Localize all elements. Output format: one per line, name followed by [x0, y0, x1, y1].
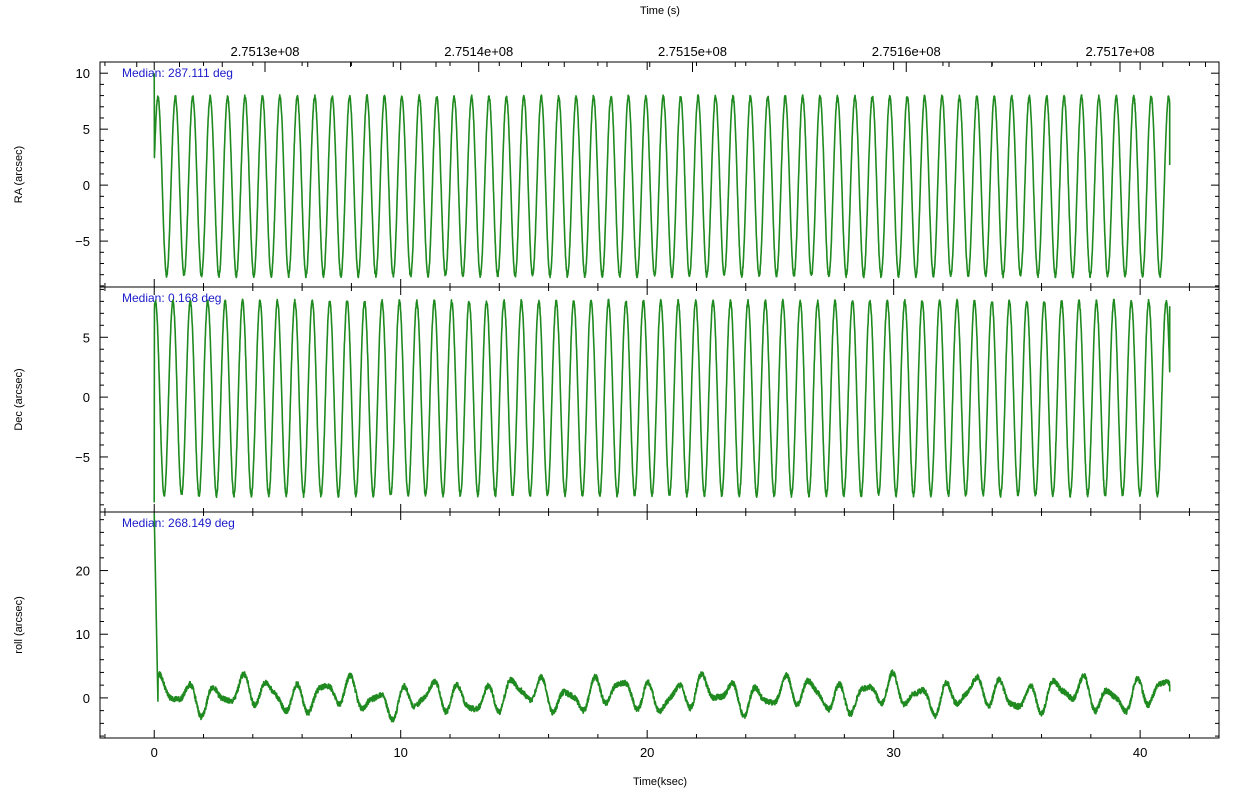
panel-1: −5 0 5 10 RA (arcsec) Median: 287.111 deg: [13, 61, 1220, 288]
panels: −5 0 5 10 RA (arcsec) Median: 287.111 deg −5 0 5…: [13, 61, 1220, 739]
x-tick-label: 20: [640, 745, 654, 760]
x-tick-label: 10: [393, 745, 407, 760]
y-tick-label: 5: [83, 122, 90, 137]
y-tick-label: 10: [76, 66, 90, 81]
panel-frame: [99, 511, 1220, 739]
y-tick-label: 0: [83, 178, 90, 193]
bottom-axis-ticks: 0 10 20 30 40: [151, 745, 1148, 760]
median-label: Median: 268.149 deg: [122, 516, 235, 530]
top-tick-label: 2.7515e+08: [658, 44, 727, 59]
y-axis-title: Dec (arcsec): [13, 368, 25, 430]
y-tick-label: 20: [76, 564, 90, 579]
x-tick-label: 0: [151, 745, 158, 760]
top-axis-title: Time (s): [640, 5, 680, 17]
y-axis-title: roll (arcsec): [13, 596, 25, 653]
y-tick-label: 5: [83, 330, 90, 345]
series-line: [153, 73, 1171, 279]
top-axis-ticks: 2.7513e+08 2.7514e+08 2.7515e+08 2.7516e+08…: [136, 44, 1206, 72]
series-line: [153, 298, 1171, 503]
median-label: Median: 287.111 deg: [122, 66, 233, 80]
top-tick-label: 2.7517e+08: [1085, 44, 1154, 59]
y-tick-label: −5: [75, 450, 90, 465]
top-tick-label: 2.7513e+08: [230, 44, 299, 59]
top-tick-label: 2.7514e+08: [444, 44, 513, 59]
y-axis-title: RA (arcsec): [13, 146, 25, 203]
x-axis-title: Time(ksec): [633, 776, 687, 788]
x-tick-label: 30: [886, 745, 900, 760]
panel-3: 0 10 20 roll (arcsec) Median: 268.149 deg: [13, 511, 1220, 739]
y-tick-label: 0: [83, 390, 90, 405]
y-tick-label: 10: [76, 627, 90, 642]
y-tick-label: −5: [75, 234, 90, 249]
top-tick-label: 2.7516e+08: [872, 44, 941, 59]
y-tick-label: 0: [83, 691, 90, 706]
median-label: Median: 0.168 deg: [122, 291, 221, 305]
x-tick-label: 40: [1133, 745, 1147, 760]
panel-2: −5 0 5 Dec (arcsec) Median: 0.168 deg: [13, 286, 1220, 513]
series-line: [153, 513, 1171, 723]
